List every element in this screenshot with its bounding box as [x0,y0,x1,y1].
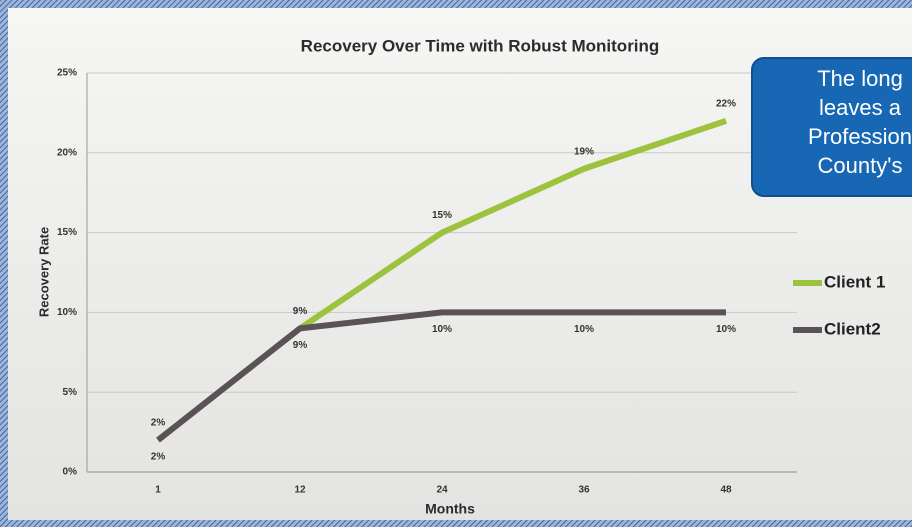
callout-text: The long [817,66,903,91]
data-label: 9% [293,340,308,351]
y-tick-label: 5% [63,387,78,398]
chart-title: Recovery Over Time with Robust Monitorin… [301,36,660,55]
x-tick-label: 12 [294,485,306,496]
y-tick-label: 20% [57,147,77,158]
callout-text: leaves a [819,95,902,120]
data-label: 9% [293,306,308,317]
y-tick-label: 15% [57,227,77,238]
x-axis-label: Months [425,501,475,517]
callout-box [751,57,912,197]
legend-label: Client 1 [824,272,885,291]
overlay: The long leaves a Profession County's Client… [751,57,912,338]
y-tick-label: 10% [57,307,77,318]
y-axis-label: Recovery Rate [36,227,51,317]
data-label: 15% [432,210,452,221]
x-tick-label: 36 [578,485,590,496]
data-label: 2% [151,452,166,463]
plot-area: 0% 5% 10% 15% 20% 25% 1 12 24 36 48 2% 9% 15% 19% 22% 2%… [57,68,797,496]
legend-label: Client2 [824,319,881,338]
y-tick-label: 25% [57,68,77,79]
data-label: 2% [151,418,166,429]
x-tick-label: 1 [155,485,161,496]
callout-text: County's [818,153,903,178]
callout-text: Profession [808,124,912,149]
data-label: 10% [574,324,594,335]
x-tick-label: 48 [720,485,732,496]
y-tick-label: 0% [63,467,78,478]
x-tick-label: 24 [436,485,448,496]
series-line [156,309,726,443]
data-label: 22% [716,99,736,110]
data-label: 19% [574,146,594,157]
data-label: 10% [432,324,452,335]
data-label: 10% [716,324,736,335]
